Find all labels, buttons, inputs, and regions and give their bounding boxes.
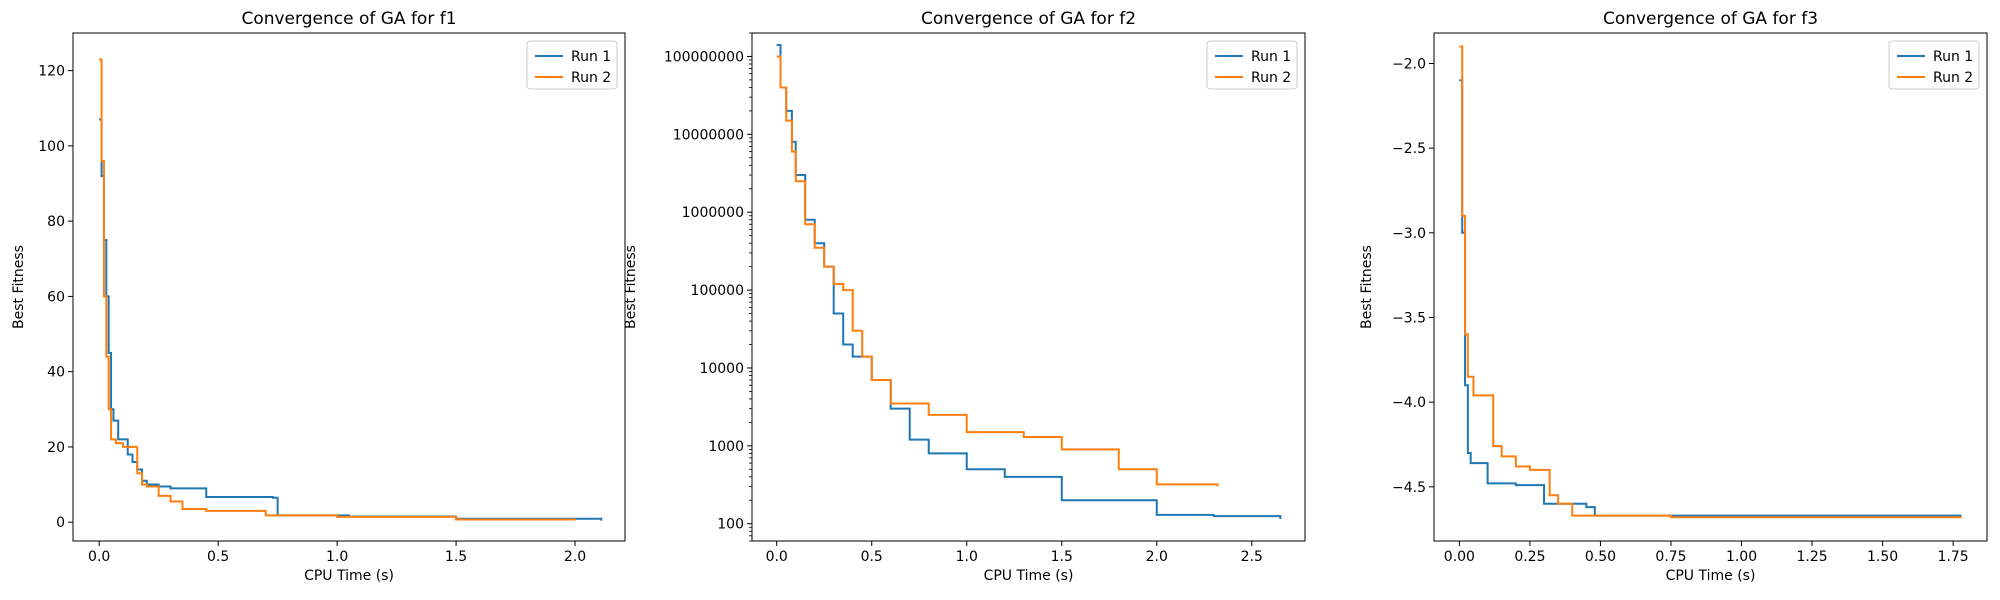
y-tick-label: 80 bbox=[47, 214, 65, 230]
x-axis-label: CPU Time (s) bbox=[304, 568, 394, 584]
series-line-1 bbox=[1459, 79, 1962, 517]
x-tick-label: 0.5 bbox=[861, 549, 883, 565]
x-tick-label: 0.5 bbox=[207, 549, 229, 565]
y-tick-label: −2.0 bbox=[1392, 56, 1426, 72]
legend-entry-2: Run 2 bbox=[1251, 70, 1291, 86]
x-tick-label: 1.00 bbox=[1726, 549, 1757, 565]
y-tick-label: 100 bbox=[38, 139, 65, 155]
legend: Run 1 Run 2 bbox=[1888, 40, 1980, 90]
x-tick-label: 0.00 bbox=[1444, 549, 1475, 565]
legend-entry-1: Run 1 bbox=[571, 49, 611, 65]
x-tick-label: 1.0 bbox=[326, 549, 348, 565]
x-tick-label: 1.50 bbox=[1867, 549, 1898, 565]
y-tick-label: 10000000 bbox=[673, 127, 744, 143]
x-tick-label: 2.0 bbox=[1146, 549, 1168, 565]
chart-panel-f2: 0.0 0.5 1.0 1.5 2.0 2.5 100 1000 10000 100000 1000… bbox=[623, 9, 1306, 584]
y-tick-label: 60 bbox=[47, 289, 65, 305]
chart-title: Convergence of GA for f1 bbox=[241, 9, 456, 29]
x-axis-label: CPU Time (s) bbox=[984, 568, 1074, 584]
y-tick-label: −3.0 bbox=[1392, 226, 1426, 242]
x-tick-label: 1.75 bbox=[1938, 549, 1969, 565]
x-tick-label: 0.50 bbox=[1585, 549, 1616, 565]
y-tick-label: 1000 bbox=[708, 439, 744, 455]
y-tick-label: −4.0 bbox=[1392, 395, 1426, 411]
series-line-2 bbox=[1459, 45, 1962, 519]
y-tick-label: −4.5 bbox=[1392, 480, 1426, 496]
y-tick-label: 20 bbox=[47, 440, 65, 456]
axes-frame bbox=[751, 32, 1306, 542]
y-axis-label: Best Fitness bbox=[623, 245, 639, 329]
y-tick-label: 120 bbox=[38, 64, 65, 80]
x-tick-label: 0.0 bbox=[88, 549, 110, 565]
y-tick-label: 10000 bbox=[699, 361, 744, 377]
y-tick-label: 100 bbox=[717, 517, 744, 533]
y-tick-label: 0 bbox=[56, 515, 65, 531]
series-line-1 bbox=[99, 118, 603, 521]
chart-panel-f3: 0.00 0.25 0.50 0.75 1.00 1.25 1.50 1.75 −4.5 −4.0… bbox=[1359, 9, 1988, 584]
x-axis-label: CPU Time (s) bbox=[1666, 568, 1756, 584]
legend-entry-2: Run 2 bbox=[1933, 70, 1973, 86]
y-tick-label: 40 bbox=[47, 365, 65, 381]
x-tick-label: 0.75 bbox=[1655, 549, 1686, 565]
x-tick-label: 1.25 bbox=[1796, 549, 1827, 565]
x-tick-label: 2.0 bbox=[564, 549, 586, 565]
legend: Run 1 Run 2 bbox=[1206, 40, 1298, 90]
y-tick-label: 100000 bbox=[691, 283, 744, 299]
x-tick-label: 1.5 bbox=[445, 549, 467, 565]
x-tick-label: 0.25 bbox=[1514, 549, 1545, 565]
series-line-1 bbox=[776, 44, 1282, 519]
legend-entry-1: Run 1 bbox=[1251, 49, 1291, 65]
x-tick-label: 0.0 bbox=[766, 549, 788, 565]
series-line-2 bbox=[99, 58, 577, 521]
legend: Run 1 Run 2 bbox=[526, 40, 618, 90]
chart-title: Convergence of GA for f2 bbox=[921, 9, 1136, 29]
y-axis-label: Best Fitness bbox=[1359, 245, 1375, 329]
legend-entry-1: Run 1 bbox=[1933, 49, 1973, 65]
y-axis-label: Best Fitness bbox=[11, 245, 27, 329]
chart-title: Convergence of GA for f3 bbox=[1603, 9, 1818, 29]
axes-frame bbox=[1433, 32, 1988, 542]
axes-frame bbox=[72, 32, 626, 542]
y-tick-label: −2.5 bbox=[1392, 141, 1426, 157]
y-tick-label: 1000000 bbox=[682, 205, 744, 221]
series-line-2 bbox=[776, 55, 1219, 487]
y-tick-label: 100000000 bbox=[664, 49, 744, 65]
x-tick-label: 1.0 bbox=[956, 549, 978, 565]
chart-panel-f1: 0.0 0.5 1.0 1.5 2.0 0 20 40 60 80 100 120 Convergenc… bbox=[11, 9, 626, 584]
legend-entry-2: Run 2 bbox=[571, 70, 611, 86]
y-tick-label: −3.5 bbox=[1392, 310, 1426, 326]
x-tick-label: 1.5 bbox=[1051, 549, 1073, 565]
x-tick-label: 2.5 bbox=[1241, 549, 1263, 565]
